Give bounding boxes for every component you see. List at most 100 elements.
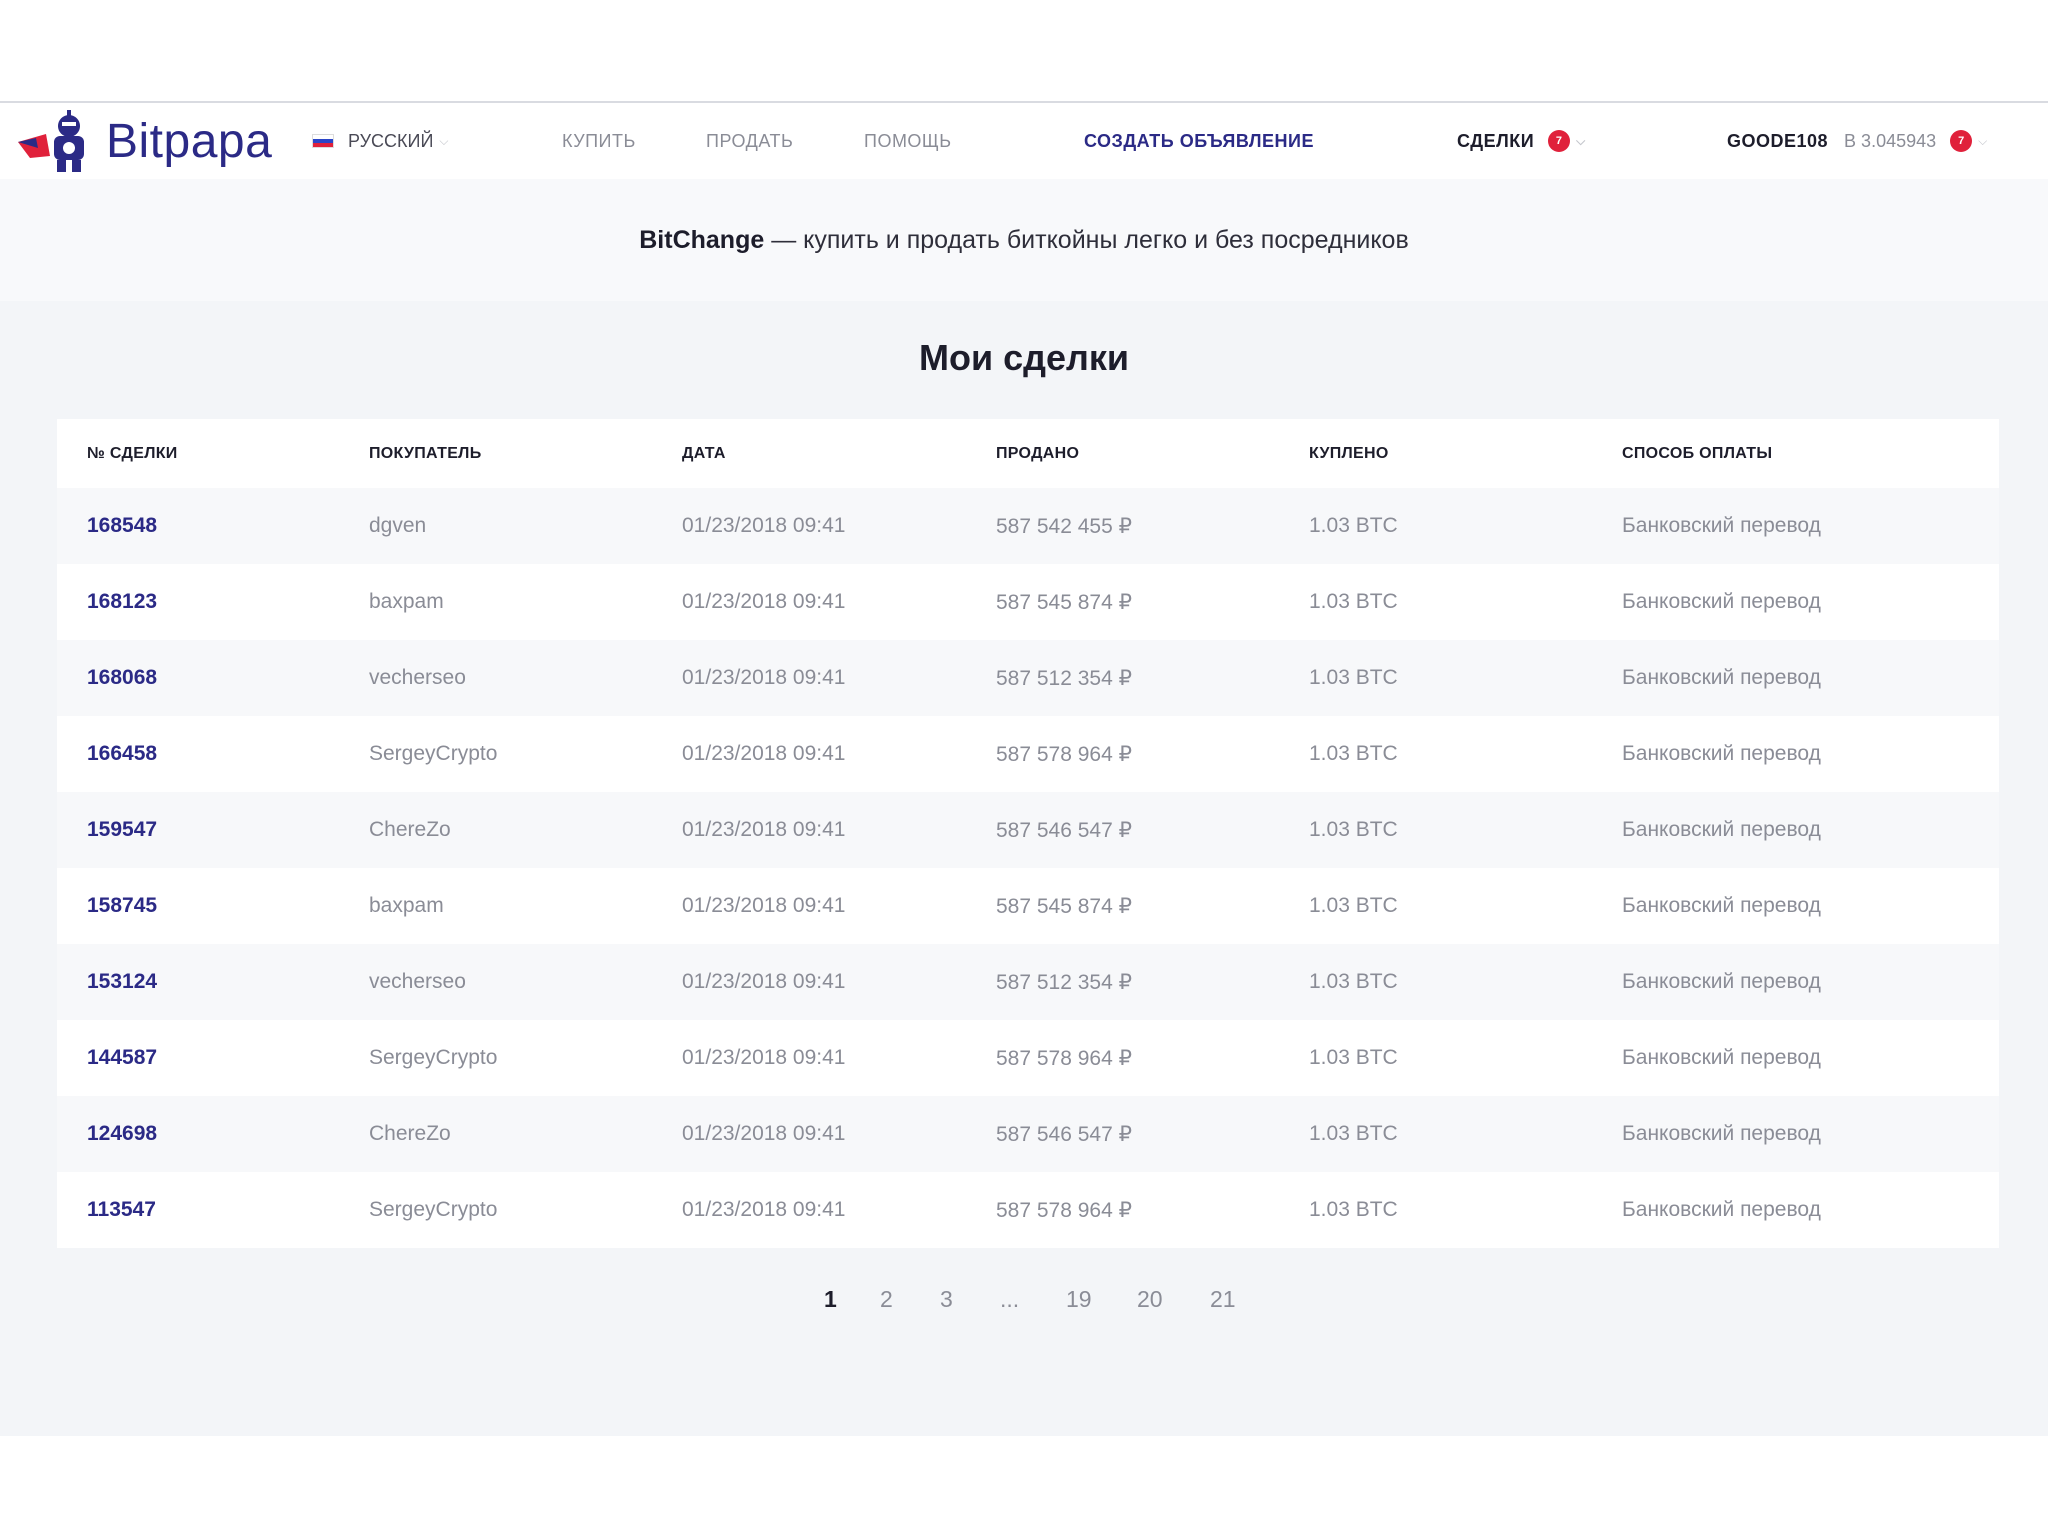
- date-cell: 01/23/2018 09:41: [682, 590, 846, 613]
- column-header-date: ДАТА: [682, 444, 726, 462]
- deals-badge: 7: [1548, 130, 1571, 152]
- buyer-cell: vecherseo: [369, 970, 466, 993]
- hero-brand: BitChange: [639, 225, 765, 254]
- page-link-21[interactable]: 21: [1210, 1286, 1236, 1312]
- sold-cell: 587 512 354 ₽: [996, 970, 1132, 994]
- payment-method-cell: Банковский перевод: [1622, 666, 1821, 689]
- bought-cell: 1.03 BTC: [1309, 818, 1398, 841]
- sold-cell: 587 542 455 ₽: [996, 514, 1132, 538]
- deal-id-link[interactable]: 168068: [87, 666, 158, 689]
- column-header-deal-id: № СДЕЛКИ: [87, 444, 178, 462]
- buyer-cell: ChereZo: [369, 1122, 451, 1145]
- column-header-payment-method: СПОСОБ ОПЛАТЫ: [1622, 444, 1773, 462]
- table-row[interactable]: 168068 vecherseo 01/23/2018 09:41 587 51…: [57, 640, 1999, 716]
- table-row[interactable]: 113547 SergeyCrypto 01/23/2018 09:41 587…: [57, 1172, 1999, 1248]
- table-row[interactable]: 159547 ChereZo 01/23/2018 09:41 587 546 …: [57, 792, 1999, 868]
- user-menu[interactable]: GOODE108 B 3.045943 7 ⌵: [1727, 103, 1987, 179]
- date-cell: 01/23/2018 09:41: [682, 1046, 846, 1069]
- user-notification-badge: 7: [1950, 130, 1973, 152]
- bought-cell: 1.03 BTC: [1309, 894, 1398, 917]
- date-cell: 01/23/2018 09:41: [682, 1198, 846, 1221]
- payment-method-cell: Банковский перевод: [1622, 742, 1821, 765]
- deal-id-link[interactable]: 144587: [87, 1046, 158, 1069]
- page-link-20[interactable]: 20: [1137, 1286, 1163, 1312]
- table-row[interactable]: 168548 dgven 01/23/2018 09:41 587 542 45…: [57, 488, 1999, 564]
- column-header-sold: ПРОДАНО: [996, 444, 1080, 462]
- nav-help[interactable]: ПОМОЩЬ: [864, 130, 952, 151]
- site-header: Bitpapa РУССКИЙ ⌵ КУПИТЬ ПРОДАТЬ ПОМОЩЬ …: [0, 103, 2048, 179]
- nav-sell[interactable]: ПРОДАТЬ: [706, 130, 794, 151]
- sold-cell: 587 578 964 ₽: [996, 742, 1132, 766]
- page-link-19[interactable]: 19: [1066, 1286, 1092, 1312]
- nav-buy[interactable]: КУПИТЬ: [562, 130, 636, 151]
- deal-id-link[interactable]: 166458: [87, 742, 158, 765]
- btc-balance: B 3.045943: [1844, 130, 1937, 151]
- page-ellipsis: ...: [1000, 1286, 1020, 1312]
- top-blank-area: [0, 0, 2048, 101]
- pagination: 1 2 3 ... 19 20 21: [0, 1286, 2048, 1316]
- buyer-cell: ChereZo: [369, 818, 451, 841]
- payment-method-cell: Банковский перевод: [1622, 894, 1821, 917]
- buyer-cell: vecherseo: [369, 666, 466, 689]
- page-link-3[interactable]: 3: [940, 1286, 953, 1312]
- buyer-cell: baxpam: [369, 590, 444, 613]
- sold-cell: 587 545 874 ₽: [996, 590, 1132, 614]
- payment-method-cell: Банковский перевод: [1622, 1198, 1821, 1221]
- table-row[interactable]: 168123 baxpam 01/23/2018 09:41 587 545 8…: [57, 564, 1999, 640]
- buyer-cell: SergeyCrypto: [369, 1046, 498, 1069]
- deal-id-link[interactable]: 159547: [87, 818, 158, 841]
- deals-menu[interactable]: СДЕЛКИ 7 ⌵: [1457, 103, 1586, 179]
- date-cell: 01/23/2018 09:41: [682, 742, 846, 765]
- chevron-down-icon: ⌵: [1576, 133, 1586, 148]
- logo[interactable]: Bitpapa: [16, 107, 272, 175]
- chevron-down-icon: ⌵: [1978, 133, 1988, 148]
- date-cell: 01/23/2018 09:41: [682, 1122, 846, 1145]
- nav-create-ad[interactable]: СОЗДАТЬ ОБЪЯВЛЕНИЕ: [1084, 130, 1314, 151]
- payment-method-cell: Банковский перевод: [1622, 514, 1821, 537]
- russia-flag-icon: [312, 134, 334, 148]
- language-label: РУССКИЙ: [348, 130, 434, 151]
- deal-id-link[interactable]: 168123: [87, 590, 158, 613]
- table-header: № СДЕЛКИ ПОКУПАТЕЛЬ ДАТА ПРОДАНО КУПЛЕНО…: [57, 419, 1999, 488]
- sold-cell: 587 546 547 ₽: [996, 1122, 1132, 1146]
- bought-cell: 1.03 BTC: [1309, 666, 1398, 689]
- page-link-1[interactable]: 1: [824, 1286, 837, 1312]
- knight-logo-icon: [18, 110, 84, 172]
- payment-method-cell: Банковский перевод: [1622, 1046, 1821, 1069]
- table-row[interactable]: 166458 SergeyCrypto 01/23/2018 09:41 587…: [57, 716, 1999, 792]
- bought-cell: 1.03 BTC: [1309, 1198, 1398, 1221]
- table-row[interactable]: 153124 vecherseo 01/23/2018 09:41 587 51…: [57, 944, 1999, 1020]
- bought-cell: 1.03 BTC: [1309, 1046, 1398, 1069]
- chevron-down-icon: ⌵: [439, 133, 449, 148]
- payment-method-cell: Банковский перевод: [1622, 818, 1821, 841]
- table-row[interactable]: 124698 ChereZo 01/23/2018 09:41 587 546 …: [57, 1096, 1999, 1172]
- sold-cell: 587 578 964 ₽: [996, 1046, 1132, 1070]
- table-row[interactable]: 144587 SergeyCrypto 01/23/2018 09:41 587…: [57, 1020, 1999, 1096]
- page-link-2[interactable]: 2: [880, 1286, 893, 1312]
- payment-method-cell: Банковский перевод: [1622, 970, 1821, 993]
- buyer-cell: SergeyCrypto: [369, 742, 498, 765]
- deal-id-link[interactable]: 113547: [87, 1198, 156, 1221]
- sold-cell: 587 512 354 ₽: [996, 666, 1132, 690]
- bought-cell: 1.03 BTC: [1309, 970, 1398, 993]
- date-cell: 01/23/2018 09:41: [682, 970, 846, 993]
- column-header-bought: КУПЛЕНО: [1309, 444, 1389, 462]
- hero-banner: BitChange — купить и продать биткойны ле…: [0, 179, 2048, 301]
- buyer-cell: SergeyCrypto: [369, 1198, 498, 1221]
- bottom-blank-area: [0, 1436, 2048, 1536]
- username: GOODE108: [1727, 130, 1829, 151]
- bought-cell: 1.03 BTC: [1309, 514, 1398, 537]
- language-selector[interactable]: РУССКИЙ ⌵: [312, 103, 449, 179]
- date-cell: 01/23/2018 09:41: [682, 666, 846, 689]
- column-header-buyer: ПОКУПАТЕЛЬ: [369, 444, 482, 462]
- main-content: Мои сделки № СДЕЛКИ ПОКУПАТЕЛЬ ДАТА ПРОД…: [0, 301, 2048, 1436]
- deal-id-link[interactable]: 158745: [87, 894, 158, 917]
- bought-cell: 1.03 BTC: [1309, 590, 1398, 613]
- bought-cell: 1.03 BTC: [1309, 742, 1398, 765]
- deal-id-link[interactable]: 153124: [87, 970, 158, 993]
- deal-id-link[interactable]: 124698: [87, 1122, 158, 1145]
- table-row[interactable]: 158745 baxpam 01/23/2018 09:41 587 545 8…: [57, 868, 1999, 944]
- date-cell: 01/23/2018 09:41: [682, 818, 846, 841]
- sold-cell: 587 545 874 ₽: [996, 894, 1132, 918]
- deal-id-link[interactable]: 168548: [87, 514, 158, 537]
